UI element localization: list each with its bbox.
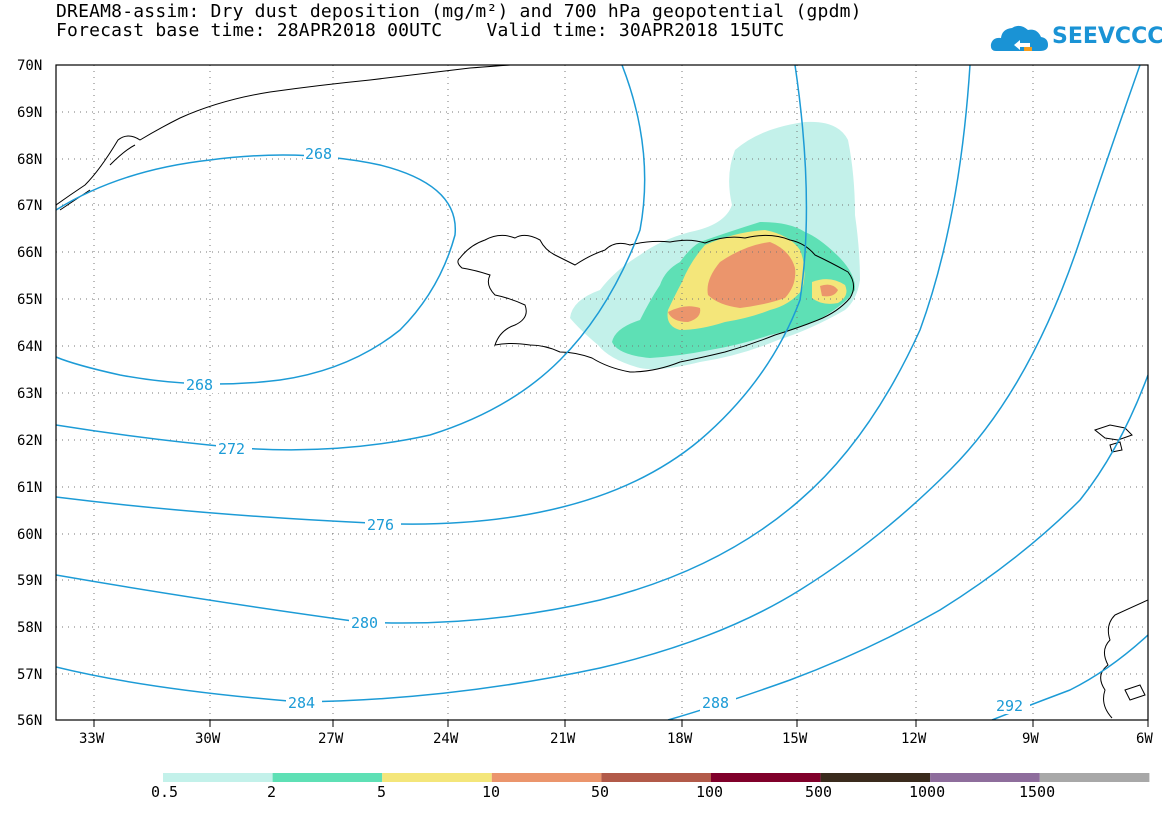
contour-268-closed [56, 154, 456, 385]
lon-label: 15W [782, 731, 808, 747]
lon-label: 21W [550, 731, 576, 747]
lat-label: 61N [17, 480, 42, 496]
cloud-icon [990, 25, 1048, 51]
lon-label: 24W [433, 731, 459, 747]
iceland-coast [457, 234, 854, 373]
legend-label: 1500 [1019, 783, 1056, 801]
lat-label: 66N [17, 245, 42, 261]
contour-label: 288 [702, 694, 729, 712]
legend-swatch [820, 773, 931, 782]
legend-swatch [382, 773, 492, 782]
latitude-labels: 70N 69N 68N 67N 66N 65N 64N 63N 62N 61N … [17, 58, 42, 729]
dust-deposition-field [570, 121, 860, 370]
lon-label: 9W [1022, 731, 1039, 747]
legend-label: 100 [696, 783, 724, 801]
lat-label: 57N [17, 667, 42, 683]
legend-swatch [930, 773, 1040, 782]
contour-label-group: 268 268 272 276 280 284 288 292 [184, 145, 1030, 715]
longitude-labels: 33W 30W 27W 24W 21W 18W 15W 12W 9W 6W [79, 731, 1153, 747]
lon-label: 33W [79, 731, 105, 747]
legend-label: 10 [482, 783, 501, 801]
contour-288 [667, 374, 1148, 720]
faroe-islands [1093, 424, 1133, 453]
contour-label: 268 [186, 376, 213, 394]
legend-swatch [1039, 773, 1150, 782]
dust-area-high-east [820, 284, 838, 297]
lat-label: 62N [17, 433, 42, 449]
lat-label: 70N [17, 58, 42, 74]
lat-label: 67N [17, 198, 42, 214]
legend-swatch [711, 773, 821, 782]
contour-label: 272 [218, 440, 245, 458]
legend-label: 5 [377, 783, 387, 801]
lat-label: 56N [17, 713, 42, 729]
axis-ticks [93, 720, 1149, 727]
lat-label: 60N [17, 527, 42, 543]
contour-276 [56, 65, 808, 525]
legend-label: 50 [591, 783, 610, 801]
lat-label: 59N [17, 573, 42, 589]
lon-label: 6W [1136, 731, 1153, 747]
map-title-line1: DREAM8-assim: Dry dust deposition (mg/m²… [56, 1, 862, 22]
legend-swatch [491, 773, 602, 782]
lat-label: 69N [17, 105, 42, 121]
lon-label: 12W [901, 731, 927, 747]
dust-area-high-south [668, 306, 701, 322]
legend-label: 1000 [909, 783, 946, 801]
lon-label: 30W [195, 731, 221, 747]
greenland-coast-inner [59, 144, 136, 211]
map-title-line2: Forecast base time: 28APR2018 00UTC Vali… [56, 20, 785, 41]
legend-swatch [601, 773, 711, 782]
contour-label: 268 [305, 145, 332, 163]
coastlines [56, 65, 1148, 719]
lat-label: 68N [17, 152, 42, 168]
contour-label: 292 [996, 697, 1023, 715]
scotland-coast [1100, 599, 1148, 719]
lon-label: 27W [318, 731, 344, 747]
graticule [56, 65, 1148, 720]
contour-label: 280 [351, 614, 378, 632]
lat-label: 65N [17, 292, 42, 308]
contour-label: 284 [288, 694, 315, 712]
legend-label: 500 [805, 783, 833, 801]
legend-swatch [272, 773, 383, 782]
logo-text: SEEVCCC [1052, 24, 1164, 49]
contour-label: 276 [367, 516, 394, 534]
lon-label: 18W [667, 731, 693, 747]
legend-label: 2 [267, 783, 277, 801]
contour-272 [56, 65, 646, 451]
map-frame [55, 64, 1149, 721]
legend-swatch [163, 773, 273, 782]
dust-area-high [707, 242, 796, 308]
greenland-coast [56, 65, 511, 206]
lat-label: 63N [17, 386, 42, 402]
lat-label: 64N [17, 339, 42, 355]
legend-colorbar [163, 773, 1150, 782]
legend-label: 0.5 [151, 783, 179, 801]
lat-label: 58N [17, 620, 42, 636]
contour-280 [56, 65, 971, 624]
seevccc-logo [990, 25, 1048, 51]
